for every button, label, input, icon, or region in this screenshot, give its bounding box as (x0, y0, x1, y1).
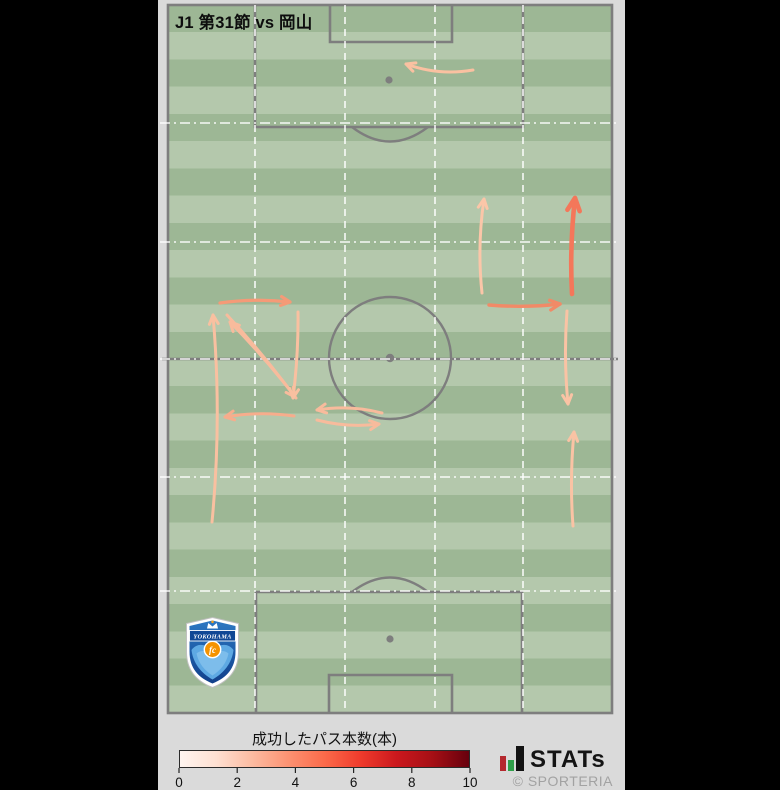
logo-fc-text: fc (209, 645, 216, 655)
logo-team-name: YOKOHAMA (193, 634, 231, 641)
yokohama-fc-logo: YOKOHAMA fc (186, 616, 239, 689)
stats-logo: STATs (500, 746, 606, 773)
pitch-stripes (168, 5, 612, 713)
colorbar-label: 成功したパス本数(本) (252, 731, 397, 748)
chart-title: J1 第31節 vs 岡山 (175, 14, 313, 32)
colorbar-gradient (179, 750, 470, 768)
stats-barchart-icon (500, 746, 524, 771)
logo-crown-dot (211, 620, 214, 624)
logo-fc-circle (203, 640, 222, 659)
logo-crown-icon (207, 623, 218, 629)
stats-logo-text: STATs (530, 746, 606, 773)
logo-phoenix-body (196, 651, 229, 676)
sporteria-copyright: © SPORTERIA (512, 773, 613, 789)
